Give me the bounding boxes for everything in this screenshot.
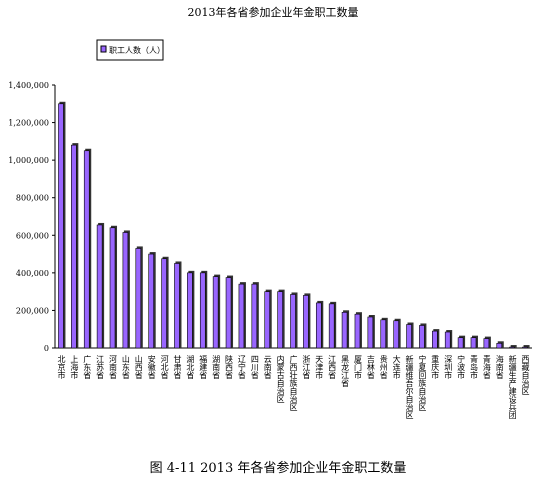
bar bbox=[199, 272, 206, 349]
chart-title: 2013年各省参加企业年金职工数量 bbox=[188, 5, 359, 19]
bar-shadow bbox=[523, 345, 530, 348]
bar bbox=[406, 324, 412, 349]
bar bbox=[522, 346, 528, 349]
x-tick-label: 西藏自治区 bbox=[521, 355, 530, 395]
x-tick-label: 新疆生产建设兵团 bbox=[508, 354, 517, 420]
x-tick-label: 厦门市 bbox=[353, 355, 362, 380]
bar bbox=[58, 103, 64, 349]
x-tick-label: 海南省 bbox=[495, 354, 504, 380]
bar-shadow bbox=[510, 345, 517, 348]
bar bbox=[174, 263, 180, 349]
x-tick-label: 宁夏回族自治区 bbox=[418, 354, 427, 411]
bar bbox=[432, 330, 438, 349]
bar bbox=[393, 320, 399, 349]
x-tick-label: 深圳市 bbox=[444, 355, 453, 380]
x-tick-label: 辽宁省 bbox=[237, 355, 246, 380]
x-tick-label: 新疆维吾尔自治区 bbox=[405, 354, 414, 419]
x-tick-label: 宁波市 bbox=[457, 354, 466, 380]
x-tick-label: 山东省 bbox=[121, 354, 130, 380]
y-tick-label: 200,000 bbox=[16, 306, 49, 315]
x-tick-label: 浙江省 bbox=[302, 354, 311, 380]
legend-swatch bbox=[100, 45, 107, 53]
y-tick-label: 800,000 bbox=[16, 194, 49, 203]
bar bbox=[71, 144, 77, 349]
x-tick-label: 上海市 bbox=[70, 355, 79, 380]
x-tick-label: 河北省 bbox=[160, 354, 169, 380]
x-tick-label: 安徽省 bbox=[147, 354, 156, 380]
x-tick-label: 大连市 bbox=[392, 354, 401, 380]
x-tick-label: 陕西省 bbox=[225, 354, 234, 380]
legend-label: 职工人数（人） bbox=[109, 45, 165, 55]
x-tick-label: 江苏省 bbox=[96, 355, 105, 380]
x-tick-label: 内蒙古自治区 bbox=[276, 354, 285, 403]
y-tick-label: 600,000 bbox=[16, 231, 49, 240]
x-tick-label: 山西省 bbox=[134, 354, 143, 380]
x-tick-label: 福建省 bbox=[199, 355, 208, 380]
bar bbox=[96, 224, 103, 349]
bar bbox=[341, 312, 348, 349]
x-tick-label: 河南省 bbox=[109, 354, 118, 380]
x-tick-label: 湖南省 bbox=[212, 355, 221, 380]
x-tick-label: 青海省 bbox=[482, 354, 491, 380]
bar bbox=[212, 276, 219, 349]
bar bbox=[264, 291, 271, 349]
x-tick-label: 江西省 bbox=[328, 355, 337, 380]
bar bbox=[470, 337, 477, 349]
x-tick-label: 天津市 bbox=[315, 355, 324, 380]
x-tick-label: 青岛市 bbox=[469, 354, 478, 380]
caption: 图 4-11 2013 年各省参加企业年金职工数量 bbox=[150, 460, 407, 476]
bar bbox=[277, 291, 283, 349]
bar bbox=[290, 294, 296, 349]
x-tick-label: 广西壮族自治区 bbox=[289, 354, 298, 411]
bar bbox=[83, 150, 90, 349]
x-tick-label: 广东省 bbox=[83, 354, 92, 380]
bar bbox=[315, 302, 322, 349]
x-tick-label: 甘肃省 bbox=[173, 354, 182, 380]
bar bbox=[457, 337, 464, 349]
bar bbox=[303, 295, 309, 349]
bar bbox=[238, 283, 245, 349]
y-tick-label: 1,400,000 bbox=[8, 81, 49, 90]
bar bbox=[328, 303, 335, 349]
bar bbox=[509, 346, 515, 349]
bar bbox=[161, 258, 167, 349]
bar bbox=[251, 283, 258, 349]
legend-box bbox=[96, 39, 164, 61]
x-tick-label: 重庆市 bbox=[431, 354, 440, 380]
bar bbox=[354, 313, 361, 349]
y-tick-label: 1,000,000 bbox=[8, 156, 49, 165]
bar bbox=[187, 272, 193, 349]
bar bbox=[148, 253, 154, 349]
x-tick-label: 黑龙江省 bbox=[341, 355, 350, 388]
x-tick-label: 湖北省 bbox=[186, 355, 195, 380]
bar bbox=[367, 316, 374, 349]
bar bbox=[496, 343, 503, 349]
bar bbox=[380, 319, 387, 349]
y-tick-label: 1,200,000 bbox=[8, 119, 49, 128]
y-tick-label: 0 bbox=[44, 344, 49, 353]
bar bbox=[109, 227, 116, 349]
x-tick-label: 吉林省 bbox=[366, 355, 375, 380]
x-tick-label: 贵州省 bbox=[379, 354, 388, 380]
bar bbox=[225, 277, 232, 349]
bar bbox=[444, 331, 451, 349]
y-tick-label: 400,000 bbox=[16, 269, 49, 278]
bar bbox=[483, 338, 490, 349]
x-tick-label: 云南省 bbox=[263, 355, 272, 380]
x-tick-label: 四川省 bbox=[250, 355, 259, 380]
bar bbox=[419, 325, 425, 349]
x-tick-label: 北京市 bbox=[57, 355, 66, 380]
bar bbox=[122, 232, 129, 349]
bar bbox=[135, 248, 142, 349]
